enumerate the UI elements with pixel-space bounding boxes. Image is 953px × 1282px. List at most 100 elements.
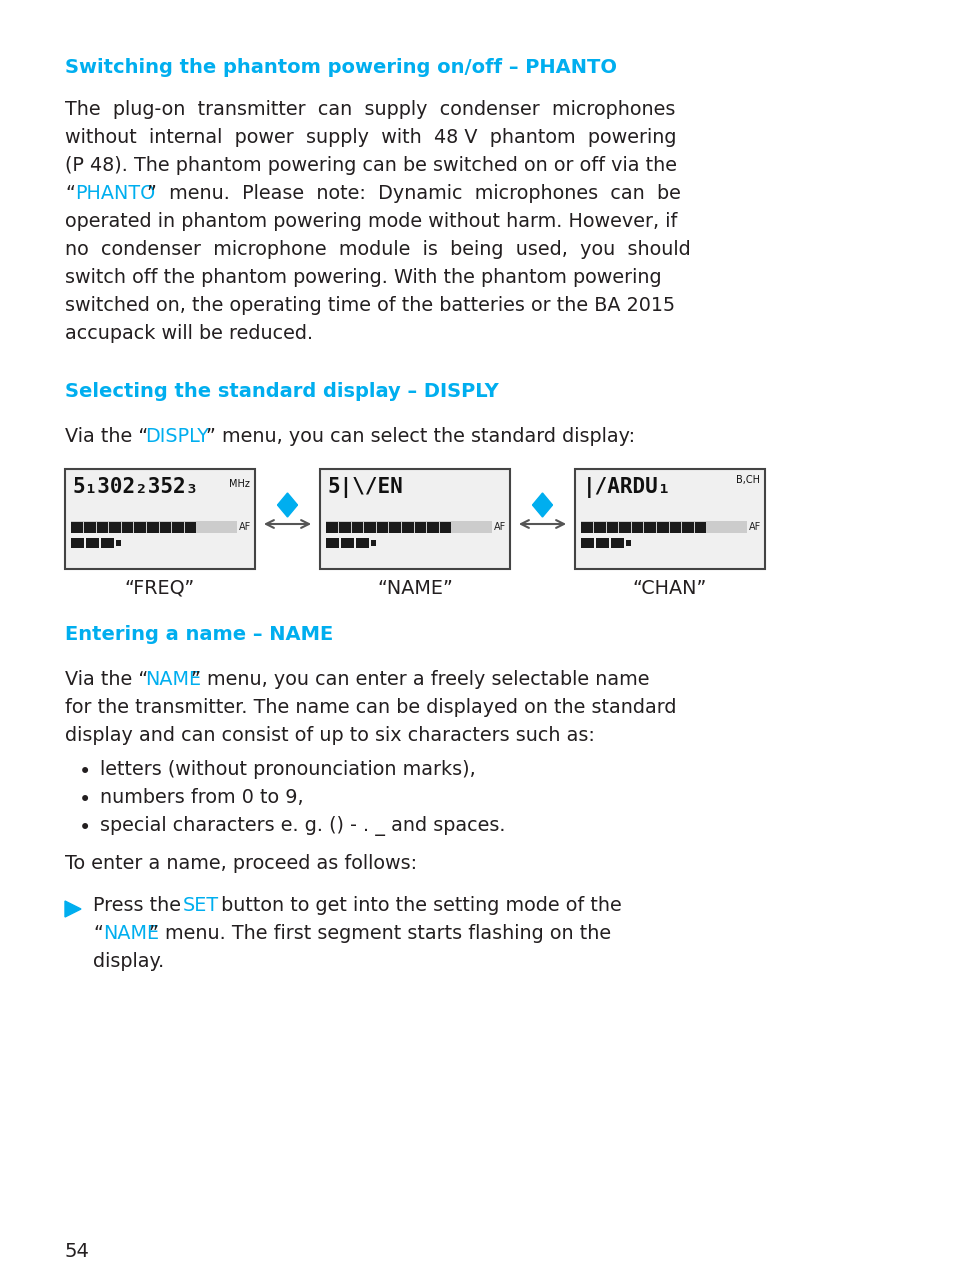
Bar bbox=[352, 522, 363, 532]
Bar bbox=[147, 522, 158, 532]
Text: without  internal  power  supply  with  48 V  phantom  powering: without internal power supply with 48 V … bbox=[65, 128, 676, 147]
Bar bbox=[606, 522, 618, 532]
Bar bbox=[669, 522, 680, 532]
Polygon shape bbox=[65, 901, 81, 917]
Bar bbox=[644, 522, 656, 532]
Text: •: • bbox=[79, 818, 91, 838]
Bar bbox=[159, 522, 171, 532]
Text: ” menu, you can enter a freely selectable name: ” menu, you can enter a freely selectabl… bbox=[191, 670, 649, 688]
Text: PHANTO: PHANTO bbox=[75, 185, 155, 203]
Text: The  plug-on  transmitter  can  supply  condenser  microphones: The plug-on transmitter can supply conde… bbox=[65, 100, 675, 119]
Bar bbox=[340, 538, 354, 547]
Text: Selecting the standard display – DISPLY: Selecting the standard display – DISPLY bbox=[65, 382, 498, 401]
Bar bbox=[575, 469, 764, 569]
Text: NAME: NAME bbox=[103, 924, 159, 944]
Bar bbox=[618, 522, 630, 532]
Text: (P 48). The phantom powering can be switched on or off via the: (P 48). The phantom powering can be swit… bbox=[65, 156, 677, 176]
Bar bbox=[364, 522, 375, 532]
Bar bbox=[631, 522, 642, 532]
Text: Press the: Press the bbox=[92, 896, 187, 915]
Text: ” menu. The first segment starts flashing on the: ” menu. The first segment starts flashin… bbox=[149, 924, 611, 944]
Bar bbox=[415, 522, 426, 532]
Bar bbox=[319, 469, 510, 569]
Polygon shape bbox=[532, 505, 552, 517]
Bar bbox=[326, 538, 338, 547]
Bar bbox=[101, 538, 113, 547]
Bar bbox=[580, 538, 594, 547]
Text: To enter a name, proceed as follows:: To enter a name, proceed as follows: bbox=[65, 854, 416, 873]
Text: MHz: MHz bbox=[229, 479, 250, 488]
Text: accupack will be reduced.: accupack will be reduced. bbox=[65, 324, 313, 344]
Bar bbox=[71, 522, 83, 532]
Bar bbox=[116, 540, 121, 546]
Text: display and can consist of up to six characters such as:: display and can consist of up to six cha… bbox=[65, 726, 595, 745]
Bar bbox=[371, 540, 375, 546]
Text: 54: 54 bbox=[65, 1242, 90, 1261]
Text: •: • bbox=[79, 790, 91, 810]
Text: operated in phantom powering mode without harm. However, if: operated in phantom powering mode withou… bbox=[65, 212, 677, 231]
Text: “CHAN”: “CHAN” bbox=[632, 579, 706, 597]
Text: 5|\/EN: 5|\/EN bbox=[328, 477, 403, 497]
Bar bbox=[681, 522, 693, 532]
Text: Via the “: Via the “ bbox=[65, 670, 148, 688]
Text: AF: AF bbox=[238, 522, 251, 532]
Text: switch off the phantom powering. With the phantom powering: switch off the phantom powering. With th… bbox=[65, 268, 661, 287]
Polygon shape bbox=[532, 494, 552, 505]
Text: Switching the phantom powering on/off – PHANTO: Switching the phantom powering on/off – … bbox=[65, 58, 617, 77]
Bar bbox=[594, 522, 605, 532]
Bar bbox=[596, 538, 608, 547]
Bar bbox=[71, 520, 236, 533]
Text: switched on, the operating time of the batteries or the BA 2015: switched on, the operating time of the b… bbox=[65, 296, 675, 315]
Bar bbox=[581, 522, 593, 532]
Text: no  condenser  microphone  module  is  being  used,  you  should: no condenser microphone module is being … bbox=[65, 240, 690, 259]
Text: “NAME”: “NAME” bbox=[376, 579, 453, 597]
Text: |/ARDU₁: |/ARDU₁ bbox=[582, 477, 671, 497]
Bar bbox=[427, 522, 438, 532]
Bar bbox=[694, 522, 705, 532]
Bar bbox=[65, 469, 254, 569]
Text: button to get into the setting mode of the: button to get into the setting mode of t… bbox=[214, 896, 621, 915]
Bar bbox=[122, 522, 133, 532]
Text: B,CH: B,CH bbox=[735, 476, 760, 485]
Bar bbox=[657, 522, 668, 532]
Bar bbox=[401, 522, 413, 532]
Text: “: “ bbox=[92, 924, 103, 944]
Text: special characters e. g. () - . _ and spaces.: special characters e. g. () - . _ and sp… bbox=[100, 817, 505, 836]
Bar bbox=[96, 522, 108, 532]
Text: AF: AF bbox=[494, 522, 505, 532]
Bar bbox=[86, 538, 99, 547]
Text: ”  menu.  Please  note:  Dynamic  microphones  can  be: ” menu. Please note: Dynamic microphones… bbox=[147, 185, 680, 203]
Text: DISPLY: DISPLY bbox=[145, 427, 209, 446]
Text: letters (without pronounciation marks),: letters (without pronounciation marks), bbox=[100, 760, 476, 779]
Text: “FREQ”: “FREQ” bbox=[125, 579, 195, 597]
Text: NAME: NAME bbox=[145, 670, 201, 688]
Bar bbox=[172, 522, 184, 532]
Polygon shape bbox=[277, 494, 297, 505]
Bar bbox=[110, 522, 121, 532]
Text: Via the “: Via the “ bbox=[65, 427, 148, 446]
Text: AF: AF bbox=[748, 522, 760, 532]
Text: display.: display. bbox=[92, 953, 164, 970]
Bar bbox=[338, 522, 350, 532]
Text: ” menu, you can select the standard display:: ” menu, you can select the standard disp… bbox=[206, 427, 635, 446]
Bar bbox=[439, 522, 451, 532]
Text: numbers from 0 to 9,: numbers from 0 to 9, bbox=[100, 788, 303, 806]
Text: “: “ bbox=[65, 185, 74, 203]
Bar bbox=[376, 522, 388, 532]
Bar bbox=[326, 520, 492, 533]
Bar bbox=[355, 538, 369, 547]
Polygon shape bbox=[277, 505, 297, 517]
Bar bbox=[389, 522, 400, 532]
Bar bbox=[326, 522, 337, 532]
Bar bbox=[580, 520, 746, 533]
Bar bbox=[84, 522, 95, 532]
Bar bbox=[71, 538, 84, 547]
Text: Entering a name – NAME: Entering a name – NAME bbox=[65, 626, 333, 644]
Bar bbox=[185, 522, 196, 532]
Bar bbox=[134, 522, 146, 532]
Text: 5₁302₂352₃: 5₁302₂352₃ bbox=[73, 477, 199, 497]
Text: for the transmitter. The name can be displayed on the standard: for the transmitter. The name can be dis… bbox=[65, 697, 676, 717]
Text: •: • bbox=[79, 762, 91, 782]
Bar bbox=[625, 540, 630, 546]
Bar bbox=[610, 538, 623, 547]
